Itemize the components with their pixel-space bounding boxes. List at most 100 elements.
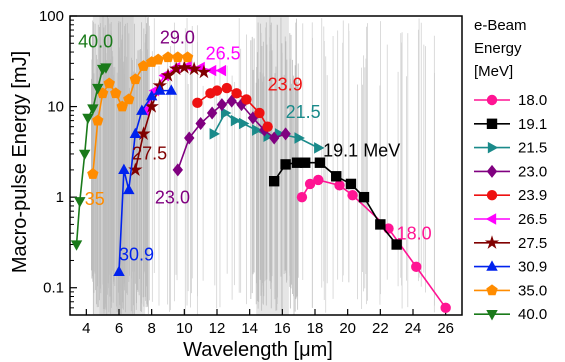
x-tick-label: 22 xyxy=(372,320,389,337)
data-point xyxy=(100,63,112,74)
legend-entry: 26.5 xyxy=(474,211,547,228)
data-point xyxy=(172,51,184,63)
data-point xyxy=(87,168,99,179)
data-point xyxy=(74,197,86,208)
data-point xyxy=(486,94,498,106)
annotation-label: 29.0 xyxy=(160,27,195,47)
data-point xyxy=(70,240,83,251)
data-point xyxy=(92,83,104,95)
data-point xyxy=(345,178,357,190)
data-point xyxy=(440,302,451,314)
annotation-label: 23.9 xyxy=(268,75,303,95)
annotation-label: 26.5 xyxy=(206,44,241,64)
data-point xyxy=(304,178,316,190)
annotation-label: 35 xyxy=(85,189,105,209)
data-point xyxy=(221,107,232,119)
data-point xyxy=(205,64,217,77)
x-tick-label: 14 xyxy=(241,320,258,337)
legend-entry: 40.0 xyxy=(474,306,547,323)
y-axis-label: Macro-pulse Energy [mJ] xyxy=(9,51,31,273)
y-tick-label: 100 xyxy=(39,8,64,25)
data-point xyxy=(186,61,202,76)
data-point xyxy=(103,77,115,89)
data-point xyxy=(280,159,291,170)
x-tick-label: 10 xyxy=(176,320,193,337)
data-point xyxy=(211,85,223,96)
annotation-label: 21.5 xyxy=(286,102,321,122)
data-point xyxy=(230,114,242,127)
legend-entry: 23.0 xyxy=(474,163,547,180)
data-point xyxy=(347,190,358,201)
legend-entry: 35.0 xyxy=(474,282,547,299)
data-point xyxy=(87,104,99,115)
data-point xyxy=(92,114,104,126)
annotation-label: 27.5 xyxy=(132,144,167,164)
data-point xyxy=(221,82,232,94)
data-point xyxy=(172,163,183,177)
data-point xyxy=(216,98,228,112)
data-point xyxy=(236,98,247,112)
data-point xyxy=(268,131,280,145)
legend-label: 30.9 xyxy=(518,259,547,276)
data-point xyxy=(314,157,326,168)
data-point xyxy=(486,118,498,129)
data-point xyxy=(280,127,291,141)
data-point xyxy=(113,265,125,276)
annotation-label: 18.0 xyxy=(397,224,432,244)
series-40-0 xyxy=(70,63,112,251)
annotation-label: 30.9 xyxy=(119,244,154,264)
legend-entry: 27.5 xyxy=(474,235,547,252)
x-tick-label: 12 xyxy=(209,320,226,337)
legend-label: 21.5 xyxy=(518,140,547,157)
x-tick-label: 8 xyxy=(147,320,155,337)
series-23-9 xyxy=(192,82,273,132)
data-point xyxy=(136,104,148,115)
legend-label: 35.0 xyxy=(518,282,547,299)
plot-frame xyxy=(69,15,463,316)
data-point xyxy=(206,106,218,120)
legend-label: 27.5 xyxy=(518,235,547,252)
legend-label: 26.5 xyxy=(518,211,547,228)
data-point xyxy=(241,94,252,105)
data-point xyxy=(82,113,94,125)
legend-entry: 19.1 xyxy=(474,116,547,133)
data-point xyxy=(136,126,151,140)
data-point xyxy=(78,149,91,161)
data-point xyxy=(110,87,122,99)
data-point xyxy=(195,117,206,131)
data-point xyxy=(152,53,164,65)
data-point xyxy=(177,59,192,74)
data-point xyxy=(291,157,303,168)
data-point xyxy=(129,73,142,85)
x-tick-label: 18 xyxy=(307,320,324,337)
series-18-0 xyxy=(296,174,451,314)
x-tick-label: 24 xyxy=(405,320,422,337)
data-point xyxy=(486,284,498,296)
legend-label: 23.9 xyxy=(518,187,547,204)
data-point xyxy=(154,84,166,95)
legend-label: 19.1 xyxy=(518,116,547,133)
data-point xyxy=(375,219,386,230)
legend-entry: 18.0 xyxy=(474,92,547,109)
data-point xyxy=(181,51,194,63)
data-point xyxy=(128,162,143,176)
x-tick-label: 26 xyxy=(437,320,454,337)
legend-entry: 30.9 xyxy=(474,259,547,276)
x-axis-label: Wavelength [μm] xyxy=(183,339,333,361)
legend: e-Beam Energy [MeV] 18.0 19.1 21.5 23.0 23.9… xyxy=(474,17,547,323)
data-point xyxy=(118,163,130,175)
annotation-label: 19.1 MeV xyxy=(323,141,400,161)
data-point xyxy=(160,68,176,82)
y-tick-label: 10 xyxy=(47,99,64,116)
data-point xyxy=(215,64,227,77)
data-point xyxy=(144,99,159,113)
x-tick-label: 6 xyxy=(115,320,123,337)
data-point xyxy=(192,97,203,109)
legend-title-line-3: [MeV] xyxy=(474,63,513,80)
x-tick-label: 20 xyxy=(339,320,356,337)
data-point xyxy=(487,141,499,154)
data-point xyxy=(137,60,150,71)
data-point xyxy=(296,191,308,203)
annotation-label: 23.0 xyxy=(155,188,190,208)
data-point xyxy=(486,190,498,201)
